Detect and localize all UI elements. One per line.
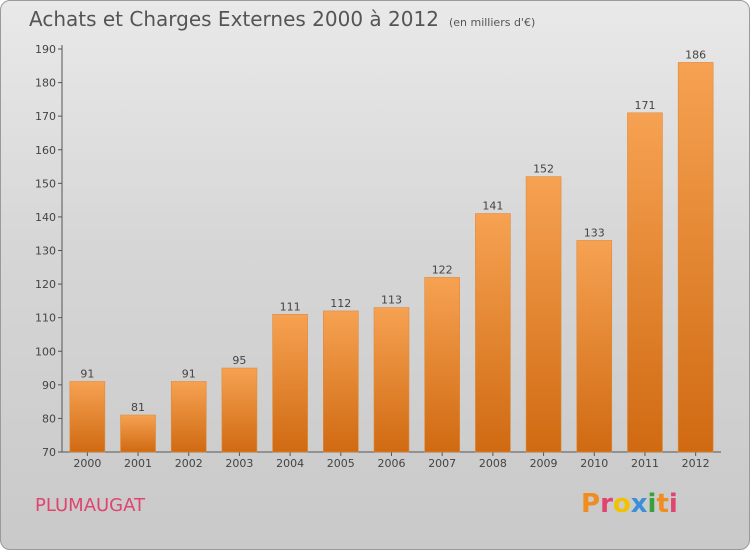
x-tick-label: 2003: [225, 457, 253, 470]
y-tick-label: 160: [35, 144, 56, 157]
y-tick-label: 70: [42, 446, 56, 459]
x-tick-label: 2010: [580, 457, 608, 470]
bar-chart: 70 80 90 100 110 120 130 140 150 160 170 180 190 200…: [35, 43, 721, 470]
x-tick-label: 2009: [530, 457, 558, 470]
y-tick-label: 140: [35, 211, 56, 224]
y-tick-label: 170: [35, 110, 56, 123]
data-label-2004: 111: [280, 300, 301, 313]
bar-2006: [373, 307, 410, 453]
logo-letter: i: [668, 489, 678, 519]
chart-title: Achats et Charges Externes 2000 à 2012 (e…: [29, 7, 535, 31]
data-label-2012: 186: [685, 48, 706, 61]
bar-2003: [221, 367, 258, 453]
y-tick-label: 150: [35, 177, 56, 190]
y-tick-label: 110: [35, 312, 56, 325]
bar-2005: [323, 310, 359, 453]
data-label-2006: 113: [381, 294, 402, 307]
bar-2001: [120, 414, 156, 453]
proxiti-logo[interactable]: Proxiti: [581, 489, 678, 519]
bar-2008: [475, 213, 511, 453]
x-tick-label: 2011: [631, 457, 659, 470]
bar-2004: [272, 314, 308, 453]
bar-2000: [69, 381, 106, 453]
x-tick-label: 2012: [682, 457, 710, 470]
logo-letter: P: [581, 489, 601, 519]
x-axis: 2000 2001 2002 2003 2004 2005 2006 2007 2008 2009…: [62, 451, 721, 470]
bar-2007: [424, 277, 460, 453]
data-label-2001: 81: [131, 401, 145, 414]
bar-2011: [627, 112, 663, 453]
data-label-2008: 141: [482, 200, 503, 213]
data-label-2002: 91: [182, 367, 196, 380]
x-tick-label: 2001: [124, 457, 152, 470]
data-label-2010: 133: [584, 226, 605, 239]
logo-letter: t: [656, 489, 669, 519]
data-label-2009: 152: [533, 163, 554, 176]
logo-letter: i: [647, 489, 657, 519]
commune-name: PLUMAUGAT: [35, 495, 146, 516]
bars: [69, 62, 714, 453]
x-tick-label: 2002: [175, 457, 203, 470]
data-label-2011: 171: [634, 99, 655, 112]
chart-unit-label: (en milliers d'€): [448, 16, 536, 29]
x-tick-label: 2007: [428, 457, 456, 470]
logo-letter: r: [600, 489, 613, 519]
logo-letter: o: [612, 489, 631, 519]
x-tick-label: 2008: [479, 457, 507, 470]
data-label-2003: 95: [232, 354, 246, 367]
y-axis: 70 80 90 100 110 120 130 140 150 160 170 180 190: [35, 43, 63, 459]
x-tick-label: 2005: [327, 457, 355, 470]
data-label-2000: 91: [80, 367, 94, 380]
bar-2012: [677, 62, 714, 453]
y-tick-label: 190: [35, 43, 56, 56]
data-labels: 91 81 91 95 111 112 113 122 141 152 133 171 186: [80, 48, 706, 414]
bar-2009: [525, 176, 562, 453]
y-tick-label: 90: [42, 379, 56, 392]
y-tick-label: 100: [35, 345, 56, 358]
data-label-2005: 112: [330, 297, 351, 310]
bar-2010: [576, 240, 613, 453]
x-tick-label: 2000: [73, 457, 101, 470]
y-tick-label: 120: [35, 278, 56, 291]
y-tick-label: 130: [35, 245, 56, 258]
y-tick-label: 80: [42, 412, 56, 425]
x-tick-label: 2004: [276, 457, 304, 470]
data-label-2007: 122: [432, 263, 453, 276]
y-tick-label: 180: [35, 77, 56, 90]
logo-letter: x: [630, 489, 648, 519]
bar-2002: [170, 381, 207, 453]
chart-title-text: Achats et Charges Externes 2000 à 2012: [29, 7, 439, 31]
x-tick-label: 2006: [378, 457, 406, 470]
